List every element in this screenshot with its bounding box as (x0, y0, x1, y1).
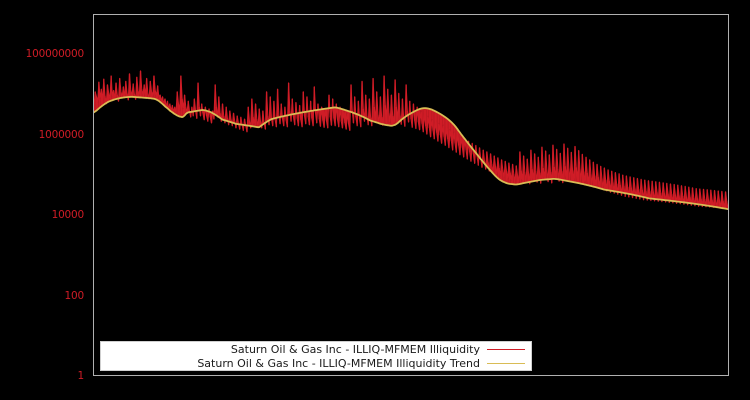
y-axis-tick-label: 1 (77, 370, 85, 382)
legend-swatch-illiquidity (487, 348, 525, 350)
series-line-illiquidity (94, 70, 728, 210)
legend-label-illiquidity: Saturn Oil & Gas Inc - ILLIQ-MFMEM Illiq… (230, 342, 480, 356)
chart-legend: Saturn Oil & Gas Inc - ILLIQ-MFMEM Illiq… (100, 341, 532, 371)
plot-inner (94, 15, 728, 375)
series-line-illiquidity-trend (94, 95, 728, 211)
plot-area (93, 14, 729, 376)
y-axis-tick-label: 100 (64, 289, 85, 302)
legend-label-illiquidity-trend: Saturn Oil & Gas Inc - ILLIQ-MFMEM Illiq… (197, 356, 480, 370)
legend-swatch-illiquidity-trend (487, 362, 525, 364)
y-axis-tick-label: 100000000 (25, 48, 85, 61)
legend-entry-illiquidity: Saturn Oil & Gas Inc - ILLIQ-MFMEM Illiq… (101, 342, 525, 356)
y-axis-tick-label: 10000 (51, 209, 85, 222)
y-axis: 100000000 1000000 10000 100 1 (0, 0, 88, 400)
y-axis-tick-label: 1000000 (38, 128, 85, 141)
data-series-layer (94, 70, 728, 211)
legend-entry-illiquidity-trend: Saturn Oil & Gas Inc - ILLIQ-MFMEM Illiq… (101, 356, 525, 370)
